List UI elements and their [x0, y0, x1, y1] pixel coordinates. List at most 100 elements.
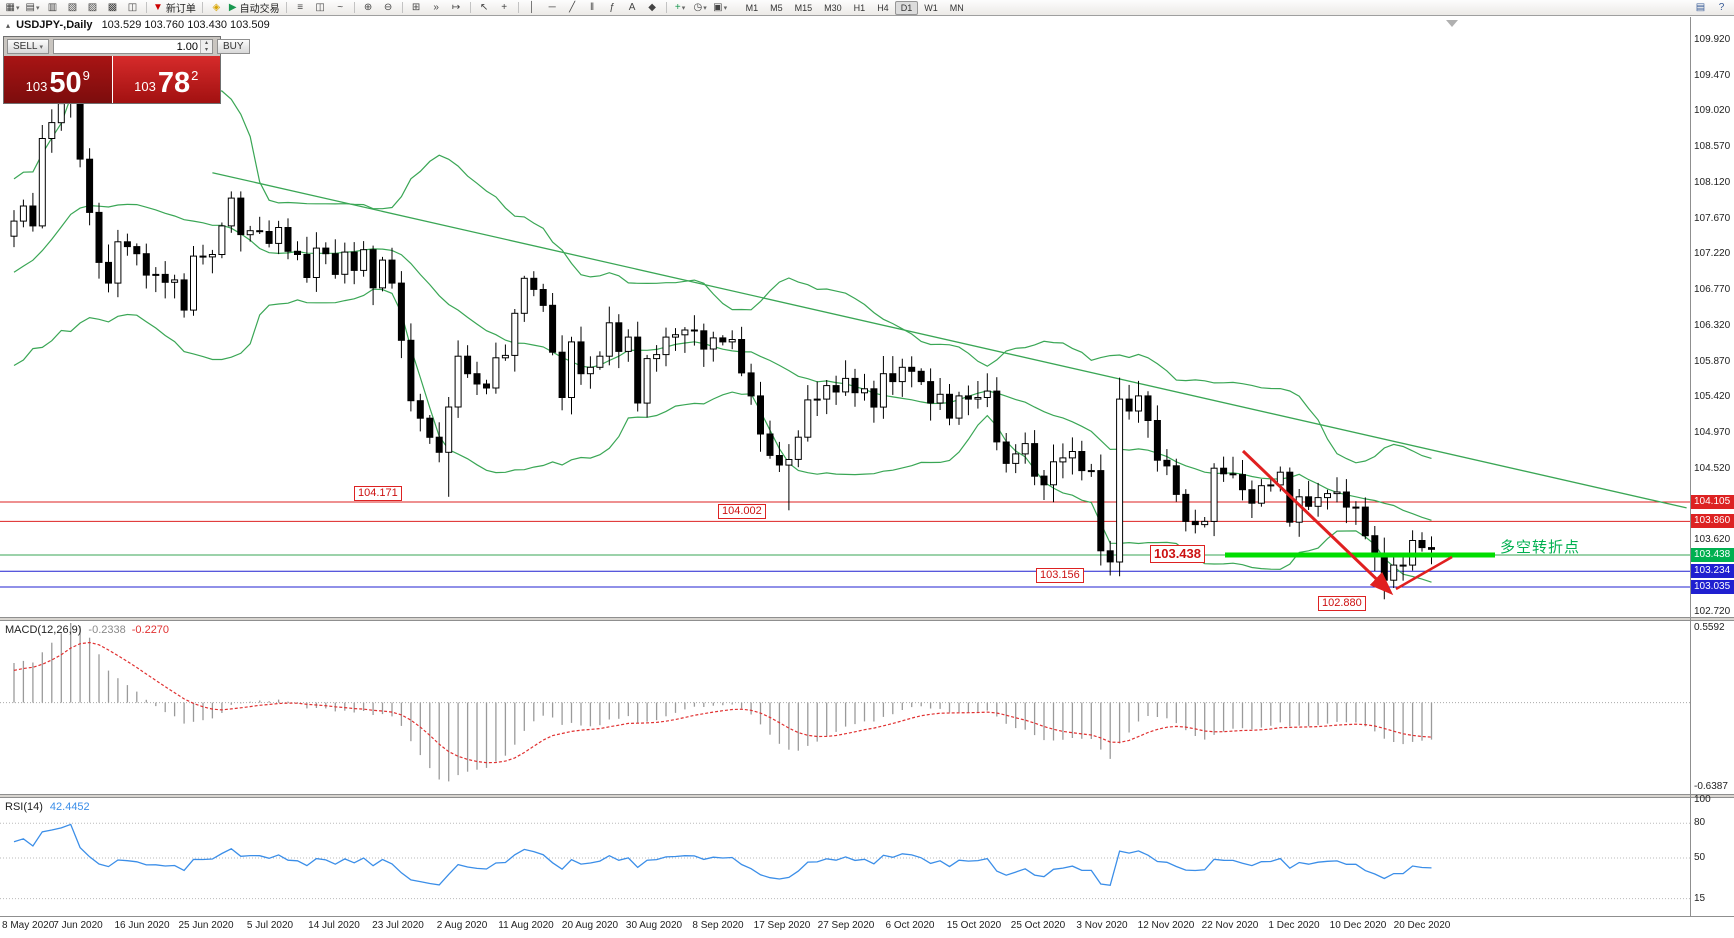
- volume-increment[interactable]: ▴: [200, 40, 212, 47]
- market-watch-icon: ▥: [47, 1, 58, 13]
- turning-point-label[interactable]: 多空转折点: [1500, 539, 1581, 556]
- indicators-button[interactable]: + ▾: [671, 1, 690, 15]
- help-button[interactable]: ?: [1712, 1, 1731, 15]
- toolbar-separator: [469, 2, 471, 13]
- date-axis-label: 2 Aug 2020: [436, 920, 488, 931]
- text-label-tool-button[interactable]: A: [623, 1, 642, 15]
- price-annotation[interactable]: 104.171: [354, 486, 402, 501]
- date-axis-label: 14 Jul 2020: [308, 920, 360, 931]
- sell-mode-chip[interactable]: SELL ▾: [7, 39, 49, 54]
- sell-button[interactable]: 103 50 9: [4, 56, 112, 103]
- navigator-icon: ▨: [87, 1, 98, 13]
- macd-panel-separator[interactable]: [0, 617, 1734, 621]
- trendline-tool-icon: ╱: [569, 1, 576, 13]
- chart-shift-button[interactable]: ↦: [447, 1, 466, 15]
- date-axis-label: 25 Jun 2020: [178, 920, 234, 931]
- price-annotation[interactable]: 102.880: [1318, 596, 1366, 611]
- price-axis-label: 109.020: [1694, 105, 1731, 116]
- navigator-button[interactable]: ▨: [83, 1, 102, 15]
- buy-mode-chip[interactable]: BUY: [216, 39, 250, 54]
- crosshair-button[interactable]: +: [495, 1, 514, 15]
- price-axis-label: 109.470: [1694, 70, 1731, 81]
- price-annotation[interactable]: 103.438: [1150, 545, 1205, 563]
- timeframe-w1-button[interactable]: W1: [924, 2, 938, 13]
- auto-trading-button[interactable]: ▶ 自动交易: [227, 1, 282, 15]
- price-annotation[interactable]: 104.002: [718, 504, 766, 519]
- channel-tool-button[interactable]: ‖: [583, 1, 602, 15]
- periods-button[interactable]: ◷ ▾: [691, 1, 710, 15]
- strategy-tester-button[interactable]: ◫: [123, 1, 142, 15]
- one-click-trading-panel: SELL ▾ ▴ ▾ BUY 103 50 9 103 78: [3, 36, 250, 104]
- new-order-button[interactable]: ▼ 新订单: [151, 1, 198, 15]
- new-chart-button[interactable]: ▦ ▾: [3, 1, 22, 15]
- volume-field: ▴ ▾: [52, 39, 213, 54]
- terminal-button[interactable]: ▩: [103, 1, 122, 15]
- timeframe-m30-button[interactable]: M30: [824, 2, 842, 13]
- zoom-in-button[interactable]: ⊕: [359, 1, 378, 15]
- zoom-out-button[interactable]: ⊖: [379, 1, 398, 15]
- market-watch-button[interactable]: ▥: [43, 1, 62, 15]
- timeframe-m1-button[interactable]: M1: [745, 2, 759, 13]
- data-window-button[interactable]: ▧: [63, 1, 82, 15]
- chart-bars-icon: ≡: [297, 1, 304, 13]
- timeframe-mn-button[interactable]: MN: [949, 2, 964, 13]
- auto-scroll-button[interactable]: »: [427, 1, 446, 15]
- date-axis-label: 20 Aug 2020: [561, 920, 619, 931]
- timeframe-d1-button[interactable]: D1: [894, 0, 919, 15]
- chart-candles-button[interactable]: ◫: [311, 1, 330, 15]
- price-tag: 103.035: [1691, 580, 1734, 594]
- price-annotation[interactable]: 103.156: [1036, 568, 1084, 583]
- buy-price-pip: 2: [191, 68, 199, 83]
- toolbar-separator: [285, 2, 287, 13]
- trendline-tool-button[interactable]: ╱: [563, 1, 582, 15]
- chart-line-icon: ~: [337, 1, 344, 13]
- window-list-icon: ▤: [1695, 1, 1706, 13]
- vertical-line-icon: │: [528, 1, 536, 13]
- date-axis-label: 27 Sep 2020: [817, 920, 875, 931]
- sell-price-prefix: 103: [25, 79, 48, 94]
- rsi-scale-label: 100: [1694, 794, 1711, 805]
- metaeditor-icon: ◈: [212, 1, 221, 13]
- cursor-button[interactable]: ↖: [475, 1, 494, 15]
- chart-bars-button[interactable]: ≡: [291, 1, 310, 15]
- price-axis-label: 102.720: [1694, 606, 1731, 617]
- rsi-panel-separator[interactable]: [0, 794, 1734, 798]
- vertical-line-button[interactable]: │: [523, 1, 542, 15]
- templates-button[interactable]: ▣ ▾: [711, 1, 730, 15]
- timeframe-m15-button[interactable]: M15: [794, 2, 813, 13]
- volume-input[interactable]: [53, 40, 200, 53]
- strategy-tester-icon: ◫: [127, 1, 138, 13]
- date-axis-label: 23 Jul 2020: [372, 920, 424, 931]
- window-list-button[interactable]: ▤: [1691, 1, 1710, 15]
- auto-scroll-icon: »: [433, 1, 439, 13]
- timeframe-h4-button[interactable]: H4: [877, 2, 889, 13]
- sell-price-pip: 9: [82, 68, 90, 83]
- price-tag: 103.438: [1691, 548, 1734, 562]
- price-axis-label: 108.570: [1694, 141, 1731, 152]
- horizontal-line-icon: ─: [548, 1, 556, 13]
- caret-down-icon: ▾: [15, 4, 20, 12]
- price-axis-label: 106.320: [1694, 320, 1731, 331]
- timeframe-h1-button[interactable]: H1: [853, 2, 866, 13]
- metaeditor-button[interactable]: ◈: [207, 1, 226, 15]
- help-icon: ?: [1718, 1, 1725, 13]
- caret-down-icon: ▾: [681, 4, 686, 12]
- price-tag: 103.860: [1691, 514, 1734, 528]
- profiles-icon: ▤: [25, 1, 35, 13]
- timeframe-m5-button[interactable]: M5: [770, 2, 783, 13]
- date-axis-label: 8 May 2020: [2, 920, 55, 931]
- volume-decrement[interactable]: ▾: [200, 46, 212, 53]
- horizontal-line-button[interactable]: ─: [543, 1, 562, 15]
- buy-button[interactable]: 103 78 2: [112, 56, 220, 103]
- tile-windows-button[interactable]: ⊞: [407, 1, 426, 15]
- arrows-tool-button[interactable]: ◆: [643, 1, 662, 15]
- date-axis-label: 8 Sep 2020: [692, 920, 744, 931]
- buy-price-prefix: 103: [134, 79, 156, 94]
- macd-scale-min: -0.6387: [1694, 781, 1728, 792]
- profiles-button[interactable]: ▤ ▾: [23, 1, 42, 15]
- fibonacci-button[interactable]: ƒ: [603, 1, 622, 15]
- chart-line-button[interactable]: ~: [331, 1, 350, 15]
- new-chart-icon: ▦: [5, 1, 15, 13]
